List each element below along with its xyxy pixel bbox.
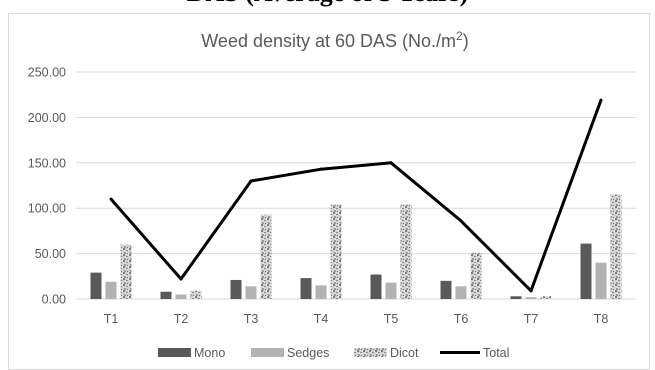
- x-tick-label: T3: [244, 312, 259, 326]
- bar-dicot-t4: [330, 204, 342, 299]
- line-point-total: [529, 289, 533, 293]
- x-tick-label: T6: [454, 312, 469, 326]
- legend-swatch-mono: [158, 348, 191, 357]
- title-close: ): [463, 31, 469, 51]
- bar-dicot-t1: [120, 244, 132, 299]
- bar-sedges-t1: [105, 281, 117, 299]
- legend-swatch-dicot: [354, 348, 387, 357]
- y-tick-label: 200.00: [28, 111, 66, 125]
- weed-density-chart: Weed density at 60 DAS (No./m2) T1 T2 T3 T4…: [28, 29, 636, 360]
- bar-sedges-t5: [385, 282, 397, 299]
- bar-mono-t6: [440, 280, 452, 299]
- chart-title: Weed density at 60 DAS (No./m2): [201, 29, 468, 51]
- legend-swatch-sedges: [251, 348, 284, 357]
- legend-label-dicot: Dicot: [390, 346, 419, 360]
- bar-mono-t3: [230, 279, 242, 299]
- x-tick-label: T8: [594, 312, 609, 326]
- bar-mono-t2: [160, 291, 172, 299]
- y-tick-label: 0.00: [42, 293, 66, 307]
- cut-off-heading: DAS (Average of 3 Years): [0, 0, 655, 8]
- bar-mono-t5: [370, 274, 382, 299]
- y-tick-label: 50.00: [35, 247, 66, 261]
- bar-dicot-t3: [260, 214, 272, 299]
- x-tick-label: T7: [524, 312, 539, 326]
- line-point-total: [109, 197, 113, 201]
- chart-area: Weed density at 60 DAS (No./m2) T1 T2 T3 T4…: [8, 13, 650, 370]
- legend-label-total: Total: [483, 346, 509, 360]
- bar-sedges-t4: [315, 285, 327, 299]
- legend-label-sedges: Sedges: [287, 346, 329, 360]
- x-tick-label: T4: [314, 312, 329, 326]
- title-superscript: 2: [456, 29, 463, 43]
- bar-mono-t8: [580, 243, 592, 299]
- line-point-total: [179, 277, 183, 281]
- line-total: [109, 99, 603, 293]
- x-tick-label: T5: [384, 312, 399, 326]
- bar-sedges-t8: [595, 262, 607, 299]
- bar-sedges-t2: [175, 294, 187, 299]
- line-point-total: [319, 167, 323, 171]
- bar-dicot-t5: [400, 204, 412, 299]
- line-point-total: [389, 161, 393, 165]
- bar-mono-t1: [90, 272, 102, 299]
- bar-sedges-t6: [455, 286, 467, 299]
- y-tick-label: 150.00: [28, 156, 66, 170]
- x-tick-label: T2: [174, 312, 189, 326]
- bar-dicot-t7: [540, 296, 552, 299]
- bar-dicot-t8: [610, 194, 622, 299]
- line-point-total: [459, 219, 463, 223]
- bar-dicot-t6: [470, 252, 482, 299]
- bar-sedges-t3: [245, 286, 257, 299]
- y-tick-label: 100.00: [28, 202, 66, 216]
- bar-dicot-t2: [190, 290, 202, 299]
- x-tick-label: T1: [104, 312, 119, 326]
- bar-mono-t4: [300, 278, 312, 299]
- bar-sedges-t7: [525, 297, 537, 299]
- bar-mono-t7: [510, 296, 522, 299]
- line-point-total: [599, 98, 603, 102]
- line-point-total: [249, 179, 253, 183]
- legend-label-mono: Mono: [194, 346, 225, 360]
- y-tick-label: 250.00: [28, 66, 66, 80]
